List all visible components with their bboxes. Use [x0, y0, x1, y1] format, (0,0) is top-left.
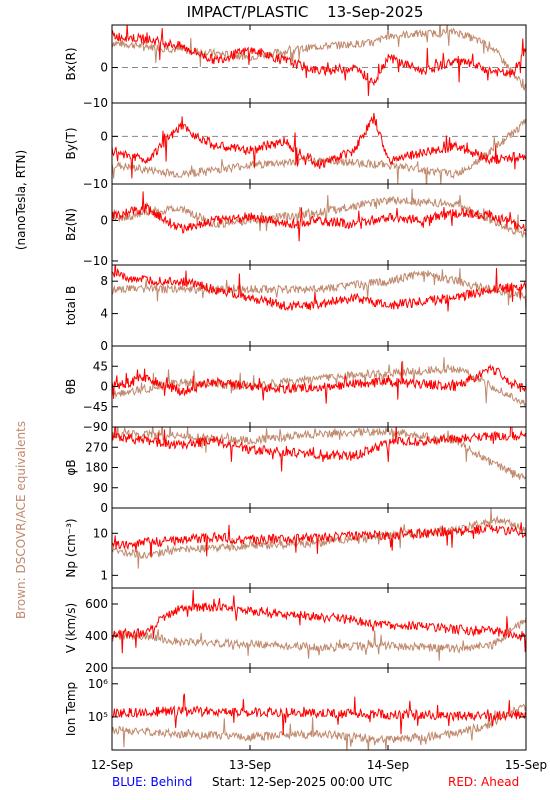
bt-red-series: [112, 265, 526, 312]
y-tick-label: 10: [93, 526, 108, 540]
np-red-series: [112, 522, 526, 558]
panel-np: 10 1 Np (cm⁻³): [64, 507, 527, 589]
y-tick-label: 1: [100, 568, 108, 582]
panel-bx: 0 −10 Bx(R): [64, 24, 527, 110]
panel-by: 0 −10 By(T): [64, 102, 527, 191]
panel-v: 600 400 200 V (km/s): [64, 587, 527, 675]
panel-bz-data: [112, 188, 526, 242]
bz-brown-series: [112, 188, 526, 239]
y-tick-label: 180: [85, 461, 108, 475]
panel-stack: 0 −10 Bx(R) 0 −10 By(T) 0 −10 Bz(N) 8 4 0 total B 45 0…: [64, 24, 527, 751]
panel-bx-ylabel: Bx(R): [64, 47, 78, 80]
panel-theta: 45 0 −45 −90 θB: [64, 345, 527, 434]
phi-brown-series: [112, 427, 526, 480]
panel-by-ylabel: By(T): [64, 127, 78, 159]
y-tick-label: 0: [100, 61, 108, 75]
plot-title: IMPACT/PLASTIC 13-Sep-2025: [187, 3, 424, 21]
theta-brown-series: [112, 357, 526, 408]
y-tick-label: 0: [100, 380, 108, 394]
y-tick-label: −45: [83, 400, 108, 414]
panel-temp-data: [112, 693, 526, 750]
y-tick-label: 0: [100, 129, 108, 143]
y-tick-label: 8: [100, 274, 108, 288]
phi-red-series: [112, 427, 526, 472]
y-tick-label: 10⁵: [88, 710, 108, 724]
panel-v-frame: [111, 587, 527, 669]
behind-legend: BLUE: Behind: [112, 775, 192, 789]
panel-bx-data: [112, 25, 526, 96]
panel-bt-data: [112, 265, 526, 314]
y-tick-label: −90: [83, 420, 108, 434]
panel-np-ylabel: Np (cm⁻³): [64, 518, 78, 577]
start-time: Start: 12-Sep-2025 00:00 UTC: [212, 775, 392, 789]
bx-brown-series: [112, 25, 526, 91]
y-tick-label: 200: [85, 661, 108, 675]
x-tick-label: 15-Sep: [505, 758, 547, 772]
panel-temp: 10⁶ 10⁵ Ion Temp: [64, 667, 527, 751]
y-tick-label: 45: [93, 359, 108, 373]
panel-bz-ylabel: Bz(N): [64, 208, 78, 241]
equivalents-label: Brown: DSCOVR/ACE equivalents: [14, 421, 28, 619]
y-tick-label: 10⁶: [88, 677, 108, 691]
panel-np-data: [112, 508, 526, 569]
panel-theta-data: [112, 357, 526, 408]
v-brown-series: [112, 617, 526, 661]
x-tick-label: 14-Sep: [367, 758, 409, 772]
ahead-legend: RED: Ahead: [448, 775, 519, 789]
y-tick-label: 400: [85, 629, 108, 643]
panel-v-ylabel: V (km/s): [64, 603, 78, 653]
y-tick-label: 4: [100, 307, 108, 321]
y-tick-label: 0: [100, 339, 108, 353]
v-red-series: [112, 589, 526, 654]
theta-red-series: [112, 361, 526, 404]
panel-bz: 0 −10 Bz(N): [64, 183, 527, 268]
bx-red-series: [112, 25, 526, 96]
y-tick-label: −10: [83, 177, 108, 191]
panel-phi-ylabel: φB: [64, 459, 78, 475]
x-tick-label: 13-Sep: [229, 758, 271, 772]
panel-by-data: [112, 112, 526, 184]
x-tick-label: 12-Sep: [91, 758, 133, 772]
panel-v-data: [112, 589, 526, 661]
panel-phi: 270 180 90 0 φB: [64, 426, 527, 515]
y-tick-label: −10: [83, 254, 108, 268]
bz-red-series: [112, 191, 526, 242]
x-axis: 12-Sep 13-Sep 14-Sep 15-Sep: [91, 758, 547, 772]
panel-bt-frame: [111, 264, 527, 347]
np-brown-series: [112, 508, 526, 569]
temp-brown-series: [112, 703, 526, 750]
bt-brown-series: [112, 268, 526, 314]
by-brown-series: [112, 118, 526, 184]
title-date: 13-Sep-2025: [327, 3, 423, 21]
units-label: (nanoTesla, RTN): [14, 150, 28, 250]
title-instrument: IMPACT/PLASTIC: [187, 3, 309, 21]
panel-bt: 8 4 0 total B: [64, 264, 527, 353]
panel-theta-ylabel: θB: [64, 379, 78, 395]
y-tick-label: 0: [100, 213, 108, 227]
panel-temp-ylabel: Ion Temp: [64, 682, 78, 736]
by-red-series: [112, 112, 526, 179]
y-tick-label: 270: [85, 440, 108, 454]
temp-red-series: [112, 693, 526, 736]
y-tick-label: 90: [93, 481, 108, 495]
y-tick-label: 0: [100, 501, 108, 515]
y-tick-label: 600: [85, 597, 108, 611]
y-tick-label: −10: [83, 96, 108, 110]
panel-bt-ylabel: total B: [64, 286, 78, 326]
panel-temp-frame: [111, 667, 527, 751]
panel-phi-data: [112, 427, 526, 480]
